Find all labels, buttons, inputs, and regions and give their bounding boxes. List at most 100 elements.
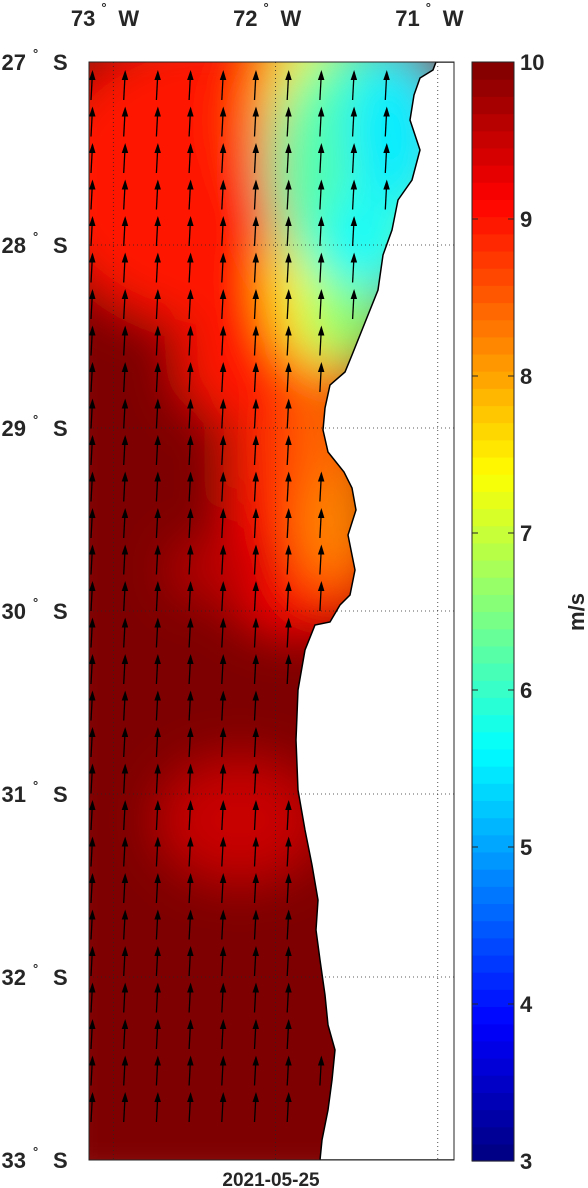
latitude-label: 27 ° S	[2, 46, 68, 75]
wind-arrow	[285, 544, 292, 575]
wind-arrow	[317, 325, 325, 356]
wind-arrow	[154, 1019, 161, 1050]
wind-arrow	[219, 179, 227, 210]
wind-arrow	[89, 106, 96, 137]
wind-arrow	[252, 617, 259, 648]
wind-arrow	[187, 982, 194, 1013]
wind-arrow	[187, 106, 194, 137]
wind-arrow	[154, 508, 161, 539]
degree-symbol: °	[264, 0, 269, 15]
colorbar-step	[472, 439, 514, 458]
colorbar-step	[472, 216, 514, 235]
wind-arrow	[121, 508, 129, 539]
wind-arrow	[252, 581, 259, 612]
wind-arrow	[89, 289, 96, 320]
colorbar-step	[472, 697, 514, 716]
colorbar-step	[472, 1023, 514, 1042]
wind-arrow	[89, 1019, 96, 1050]
latitude-label: 31 ° S	[2, 778, 68, 807]
colorbar-tick-label: 3	[520, 1149, 532, 1174]
wind-arrow	[219, 690, 227, 721]
colorbar-step	[472, 96, 514, 115]
wind-arrow	[285, 873, 292, 904]
wind-arrow	[154, 216, 161, 247]
wind-arrow	[121, 398, 129, 429]
wind-arrow	[121, 216, 129, 247]
wind-arrow	[89, 1092, 96, 1123]
wind-arrow	[285, 325, 292, 356]
latitude-degree: 27	[2, 50, 26, 75]
colorbar-step	[472, 869, 514, 887]
wind-arrow	[154, 909, 161, 940]
colorbar-step	[472, 1057, 514, 1076]
wind-arrow	[219, 982, 227, 1013]
wind-arrow	[219, 398, 227, 429]
wind-arrow	[154, 763, 161, 794]
wind-arrow	[187, 690, 194, 721]
wind-arrow	[187, 179, 194, 210]
wind-arrow	[252, 836, 259, 867]
longitude-label: 71 ° W	[395, 0, 463, 31]
colorbar-step	[472, 165, 514, 183]
wind-arrow	[252, 398, 259, 429]
longitude-degree: 73	[71, 6, 95, 31]
wind-arrow	[317, 70, 325, 101]
latitude-degree: 33	[2, 1148, 26, 1173]
map-frame	[88, 61, 455, 1161]
wind-arrow	[187, 836, 194, 867]
wind-arrow	[154, 289, 161, 320]
wind-arrow	[89, 800, 96, 831]
wind-arrow	[252, 1055, 259, 1086]
wind-arrow	[187, 216, 194, 247]
colorbar-step	[472, 474, 514, 492]
wind-arrow	[252, 1092, 259, 1123]
wind-arrow	[121, 982, 129, 1013]
wind-arrow	[89, 70, 96, 101]
degree-symbol: °	[33, 1144, 38, 1159]
wind-arrow	[219, 471, 227, 502]
wind-arrow	[285, 471, 292, 502]
wind-arrow	[121, 70, 129, 101]
wind-arrow	[154, 1055, 161, 1086]
wind-arrow	[187, 1055, 194, 1086]
wind-arrow	[121, 325, 129, 356]
wind-arrow	[350, 70, 358, 101]
wind-arrow	[154, 982, 161, 1013]
colorbar-tick-label: 8	[520, 364, 532, 389]
colorbar-step	[472, 594, 514, 613]
wind-arrow	[89, 690, 96, 721]
wind-arrow	[285, 909, 292, 940]
wind-arrow	[154, 946, 161, 977]
degree-symbol: °	[33, 595, 38, 610]
colorbar-step	[472, 268, 514, 286]
wind-arrow	[219, 1055, 227, 1086]
wind-arrow	[187, 544, 194, 575]
wind-arrow	[121, 836, 129, 867]
colorbar-step	[472, 1109, 514, 1128]
wind-arrow	[219, 143, 227, 174]
colorbar-tick-label: 9	[520, 207, 532, 232]
wind-arrow	[219, 763, 227, 794]
wind-arrow	[252, 982, 259, 1013]
colorbar-step	[472, 1092, 514, 1111]
wind-arrow	[317, 362, 325, 393]
wind-arrow	[121, 289, 129, 320]
wind-arrow	[154, 873, 161, 904]
wind-arrow	[285, 143, 292, 174]
wind-arrow	[219, 836, 227, 867]
colorbar-step	[472, 405, 514, 424]
wind-arrow	[317, 544, 325, 575]
date-label: 2021-05-25	[222, 1170, 320, 1188]
degree-symbol: °	[33, 961, 38, 976]
wind-arrow	[252, 471, 259, 502]
wind-arrow	[219, 216, 227, 247]
longitude-degree: 72	[233, 6, 257, 31]
wind-arrow	[187, 325, 194, 356]
wind-arrow	[219, 1019, 227, 1050]
colorbar-step	[472, 113, 514, 132]
wind-arrow	[187, 581, 194, 612]
wind-arrow	[285, 982, 292, 1013]
colorbar-step	[472, 714, 514, 733]
degree-symbol: °	[33, 778, 38, 793]
colorbar-step	[472, 954, 514, 973]
